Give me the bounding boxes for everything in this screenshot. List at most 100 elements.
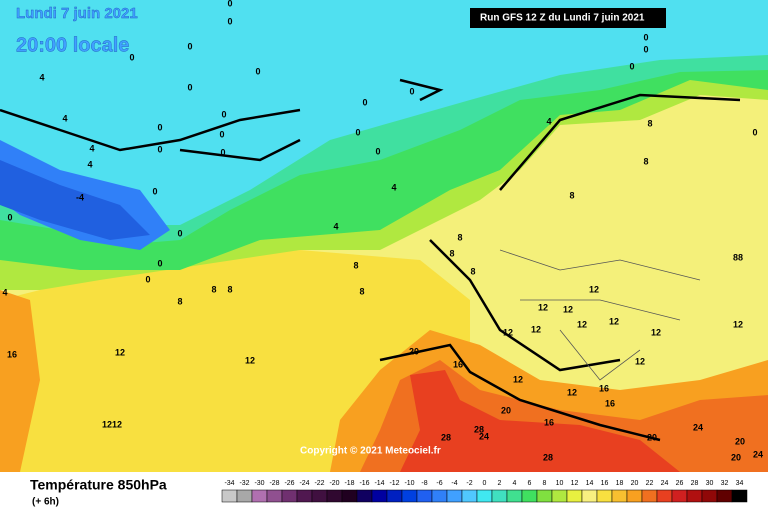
contour-label: 12 (651, 327, 661, 337)
contour-label: 12 (563, 304, 573, 314)
legend-swatch (296, 489, 313, 503)
contour-label: 0 (355, 127, 360, 137)
legend-swatch (506, 489, 523, 503)
legend-tick-label: 8 (543, 480, 547, 487)
contour-label: 0 (629, 61, 634, 71)
contour-label: 12 (635, 356, 645, 366)
legend-tick-label: 10 (556, 480, 564, 487)
contour-label: 12 (245, 355, 255, 365)
legend-swatch (326, 489, 343, 503)
legend-tick-label: -22 (314, 480, 324, 487)
contour-label: 4 (2, 287, 7, 297)
contour-label: 8 (470, 266, 475, 276)
legend-swatch (401, 489, 418, 503)
contour-label: 8 (569, 190, 574, 200)
legend-swatch (431, 489, 448, 503)
legend-swatch (236, 489, 253, 503)
legend-tick-label: -28 (269, 480, 279, 487)
contour-label: 0 (220, 147, 225, 157)
legend-tick-label: -16 (359, 480, 369, 487)
contour-label: 12 (538, 302, 548, 312)
legend-swatch (341, 489, 358, 503)
contour-label: 8 (353, 260, 358, 270)
legend-swatch (626, 489, 643, 503)
legend-swatch (446, 489, 463, 503)
contour-label: 4 (546, 116, 551, 126)
contour-label: 0 (227, 0, 232, 8)
zone-orange-west (0, 290, 40, 472)
legend-tick-label: 32 (721, 480, 729, 487)
contour-label: 0 (362, 97, 367, 107)
legend-tick-label: 16 (601, 480, 609, 487)
legend-tick-label: -14 (374, 480, 384, 487)
legend-swatch (566, 489, 583, 503)
map-date: Lundi 7 juin 2021 (16, 5, 138, 22)
contour-label: 20 (735, 436, 745, 446)
legend-tick-label: 12 (571, 480, 579, 487)
legend-tick-label: 26 (676, 480, 684, 487)
zone-red (400, 370, 680, 472)
contour-label: 0 (129, 52, 134, 62)
contour-label: 4 (87, 159, 92, 169)
contour-label: 0 (152, 186, 157, 196)
contour-label: 0 (157, 144, 162, 154)
legend-tick-label: -34 (224, 480, 234, 487)
coastlines (0, 78, 741, 442)
run-box (470, 8, 666, 28)
legend-tick-label: -6 (436, 480, 442, 487)
zone-cyan (0, 0, 768, 225)
legend-swatch (386, 489, 403, 503)
contour-label: 8 (647, 118, 652, 128)
legend-tick-label: -8 (421, 480, 427, 487)
run-label: Run GFS 12 Z du Lundi 7 juin 2021 (480, 13, 645, 24)
contour-label: 12 (589, 284, 599, 294)
legend-tick-label: -10 (404, 480, 414, 487)
copyright: Copyright © 2021 Meteociel.fr (300, 446, 441, 457)
contour-label: 8 (359, 286, 364, 296)
legend-tick-label: -18 (344, 480, 354, 487)
legend-tick-label: -4 (451, 480, 457, 487)
contour-label: 12 (531, 324, 541, 334)
legend-tick-label: 34 (736, 480, 744, 487)
legend-tick-label: -24 (299, 480, 309, 487)
legend-tick-label: -20 (329, 480, 339, 487)
legend-swatch (536, 489, 553, 503)
contour-label: 4 (333, 221, 338, 231)
legend-tick-label: 14 (586, 480, 594, 487)
contour-label: 0 (187, 82, 192, 92)
legend-swatch (701, 489, 718, 503)
contour-label: 8 (457, 232, 462, 242)
contour-label: 0 (227, 16, 232, 26)
contour-label: 0 (145, 274, 150, 284)
legend-tick-label: 2 (498, 480, 502, 487)
legend-swatch (656, 489, 673, 503)
contour-label: 0 (752, 127, 757, 137)
legend-tick-label: 30 (706, 480, 714, 487)
contour-label: 24 (753, 449, 763, 459)
contour-label: 12 (609, 316, 619, 326)
map-time: 20:00 locale (16, 34, 129, 56)
contour-label: 0 (157, 122, 162, 132)
contour-label: 8 (177, 296, 182, 306)
contour-label: 16 (544, 417, 554, 427)
legend-swatch (551, 489, 568, 503)
contour-label: -4 (76, 192, 84, 202)
legend-swatch (476, 489, 493, 503)
legend-swatch (611, 489, 628, 503)
legend-tick-label: -26 (284, 480, 294, 487)
legend-swatch (371, 489, 388, 503)
legend-swatch (641, 489, 658, 503)
legend-title: Température 850hPa (30, 477, 167, 493)
legend-swatch (221, 489, 238, 503)
contour-label: 0 (187, 41, 192, 51)
contour-label: 4 (62, 113, 67, 123)
cold-core (0, 160, 150, 240)
contour-label: 0 (375, 146, 380, 156)
contour-label: 16 (605, 398, 615, 408)
contour-label: 20 (731, 452, 741, 462)
contour-label: 12 (503, 327, 513, 337)
legend-tick-label: 28 (691, 480, 699, 487)
legend-tick-label: 22 (646, 480, 654, 487)
legend-tick-label: -2 (466, 480, 472, 487)
